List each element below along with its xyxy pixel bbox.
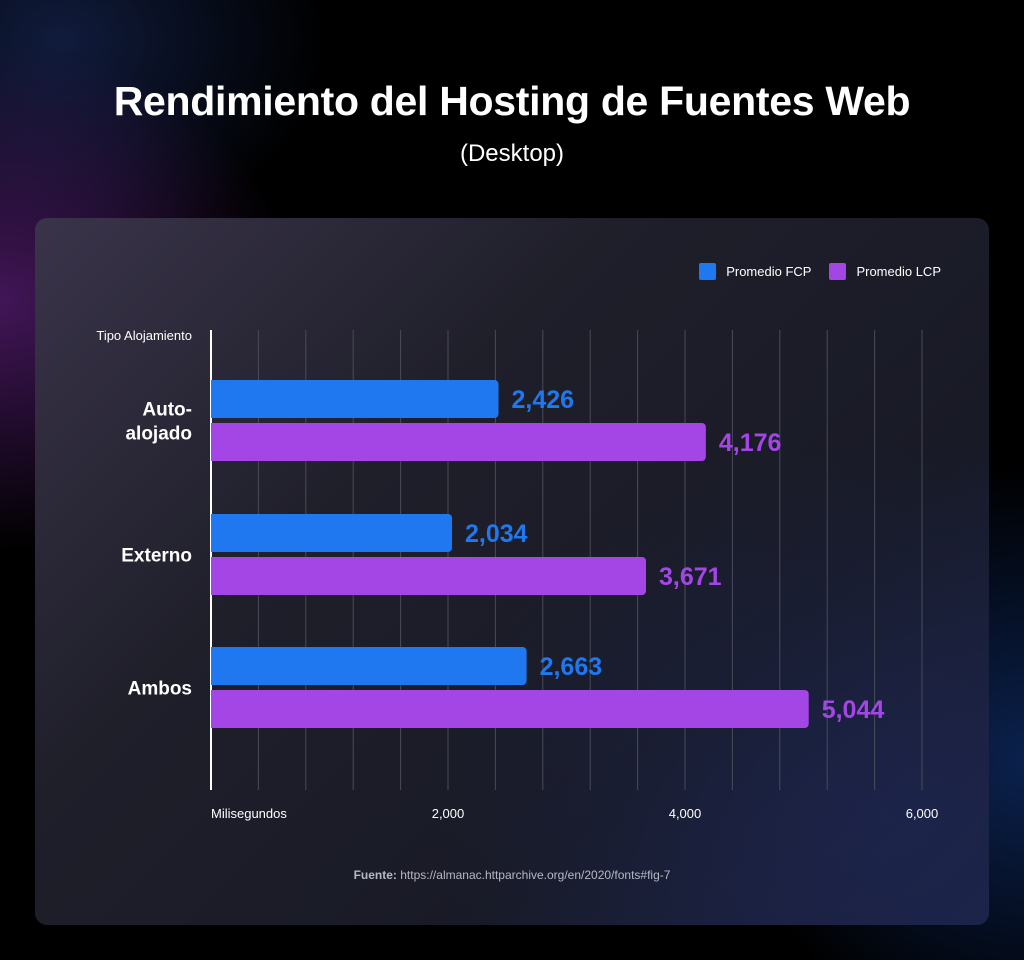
bar-lcp: [211, 690, 809, 728]
source-prefix: Fuente:: [353, 868, 397, 882]
bar-fcp: [210, 514, 453, 552]
legend-label-fcp: Promedio FCP: [726, 263, 812, 279]
legend-label-lcp: Promedio LCP: [856, 263, 941, 279]
data-label: 2,663: [540, 653, 603, 681]
data-label: 2,426: [511, 386, 574, 414]
y-axis-title: Tipo Alojamiento: [96, 328, 192, 343]
chart-legend: Promedio FCP Promedio LCP: [699, 262, 941, 280]
x-tick-label: 4,000: [669, 806, 702, 821]
category-label: Auto-: [142, 400, 192, 421]
source-url: https://almanac.httparchive.org/en/2020/…: [400, 868, 671, 882]
legend-swatch-fcp: [699, 262, 717, 280]
bar-fcp: [211, 380, 499, 418]
category-label: Ambos: [128, 679, 192, 700]
data-label: 3,671: [659, 563, 722, 591]
bar-fcp: [211, 647, 527, 685]
data-label: 5,044: [822, 696, 885, 724]
data-label: 4,176: [719, 429, 782, 457]
legend-swatch-lcp: [829, 262, 847, 280]
x-tick-label: 2,000: [432, 806, 465, 821]
x-axis-title: Milisegundos: [211, 806, 287, 821]
legend-item-fcp: Promedio FCP: [699, 262, 812, 280]
data-label: 2,034: [465, 520, 528, 548]
legend-item-lcp: Promedio LCP: [829, 262, 941, 280]
source-note: Fuente: https://almanac.httparchive.org/…: [0, 868, 1024, 882]
category-label: Externo: [121, 546, 192, 567]
chart-title: Rendimiento del Hosting de Fuentes Web: [113, 78, 911, 124]
bar-lcp: [211, 557, 647, 595]
x-tick-label: 6,000: [906, 806, 939, 821]
bar-lcp: [210, 423, 706, 461]
category-label: alojado: [125, 424, 192, 445]
chart-subtitle: (Desktop): [459, 140, 565, 167]
